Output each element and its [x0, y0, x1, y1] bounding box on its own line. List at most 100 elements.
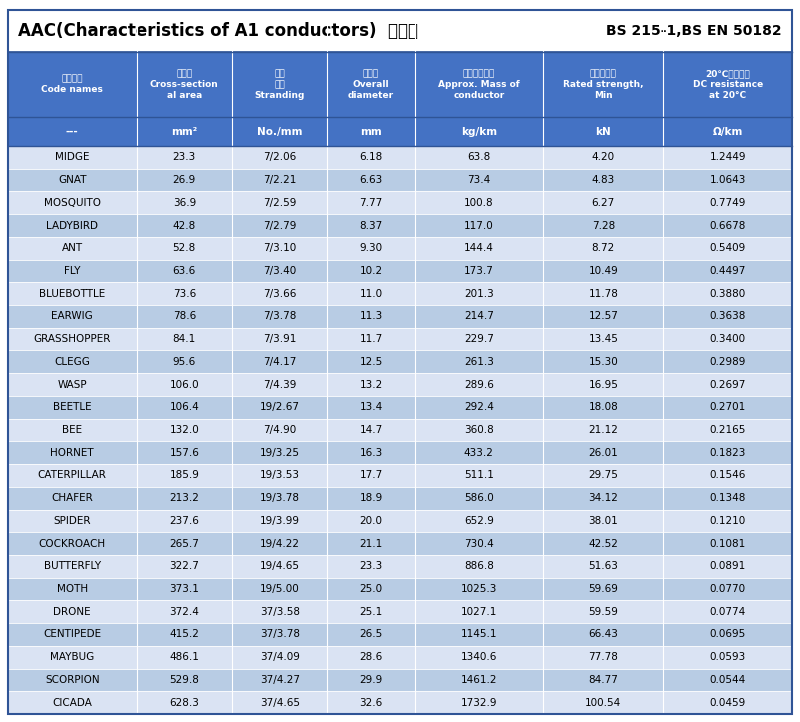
- Bar: [414, 691, 543, 714]
- Bar: [8, 555, 137, 578]
- Text: 0.2165: 0.2165: [710, 425, 746, 435]
- Bar: [543, 260, 663, 282]
- Bar: [232, 191, 327, 214]
- Bar: [543, 305, 663, 328]
- Bar: [232, 52, 327, 117]
- Bar: [327, 169, 414, 191]
- Text: GNAT: GNAT: [58, 175, 86, 185]
- Text: 1025.3: 1025.3: [461, 584, 497, 594]
- Text: 26.5: 26.5: [359, 630, 382, 640]
- Bar: [543, 623, 663, 646]
- Text: 0.1546: 0.1546: [710, 471, 746, 480]
- Bar: [137, 646, 232, 669]
- Text: kg/km: kg/km: [461, 126, 497, 136]
- Bar: [327, 487, 414, 510]
- Bar: [137, 441, 232, 464]
- Bar: [137, 419, 232, 441]
- Bar: [327, 146, 414, 169]
- Text: BLUEBOTTLE: BLUEBOTTLE: [39, 289, 106, 299]
- Bar: [327, 396, 414, 419]
- Bar: [543, 419, 663, 441]
- Bar: [327, 260, 414, 282]
- Bar: [414, 373, 543, 396]
- Text: 7.28: 7.28: [592, 220, 615, 230]
- Text: 52.8: 52.8: [173, 243, 196, 253]
- Text: 额定拉断力
Rated strength,
Min: 额定拉断力 Rated strength, Min: [563, 69, 643, 100]
- Text: 373.1: 373.1: [170, 584, 199, 594]
- Text: 15.30: 15.30: [588, 357, 618, 367]
- Text: 37/4.09: 37/4.09: [260, 652, 300, 662]
- Text: 106.0: 106.0: [170, 380, 199, 390]
- Text: 66.43: 66.43: [588, 630, 618, 640]
- Text: 132.0: 132.0: [170, 425, 199, 435]
- Text: 628.3: 628.3: [170, 697, 199, 708]
- Bar: [232, 510, 327, 532]
- Bar: [414, 555, 543, 578]
- Text: 16.3: 16.3: [359, 448, 382, 458]
- Bar: [8, 510, 137, 532]
- Text: 12.57: 12.57: [588, 311, 618, 321]
- Bar: [232, 214, 327, 237]
- Text: 0.0774: 0.0774: [710, 606, 746, 617]
- Text: 1461.2: 1461.2: [461, 675, 497, 685]
- Bar: [8, 441, 137, 464]
- Text: MAYBUG: MAYBUG: [50, 652, 94, 662]
- Bar: [663, 260, 792, 282]
- Text: 0.0459: 0.0459: [710, 697, 746, 708]
- Bar: [327, 578, 414, 601]
- Text: BEETLE: BEETLE: [53, 402, 92, 412]
- Bar: [327, 328, 414, 350]
- Text: 0.0544: 0.0544: [710, 675, 746, 685]
- Bar: [663, 419, 792, 441]
- Text: 21.1: 21.1: [359, 539, 382, 549]
- Text: 144.4: 144.4: [464, 243, 494, 253]
- Text: 编码名称
Code names: 编码名称 Code names: [42, 74, 103, 95]
- Bar: [414, 419, 543, 441]
- Bar: [414, 396, 543, 419]
- Text: 19/3.78: 19/3.78: [260, 493, 300, 503]
- Bar: [663, 146, 792, 169]
- Bar: [232, 396, 327, 419]
- Text: 19/5.00: 19/5.00: [260, 584, 299, 594]
- Text: 289.6: 289.6: [464, 380, 494, 390]
- Text: 综合
结构
Stranding: 综合 结构 Stranding: [254, 69, 305, 100]
- Bar: [232, 305, 327, 328]
- Text: SCORPION: SCORPION: [45, 675, 100, 685]
- Text: 0.2989: 0.2989: [710, 357, 746, 367]
- Text: 37/3.58: 37/3.58: [260, 606, 300, 617]
- Bar: [232, 578, 327, 601]
- Bar: [663, 305, 792, 328]
- Text: 19/2.67: 19/2.67: [260, 402, 300, 412]
- Text: DRONE: DRONE: [54, 606, 91, 617]
- Text: 360.8: 360.8: [464, 425, 494, 435]
- Text: 11.7: 11.7: [359, 334, 382, 344]
- Bar: [663, 441, 792, 464]
- Text: MOSQUITO: MOSQUITO: [44, 198, 101, 208]
- Text: 7/3.10: 7/3.10: [263, 243, 296, 253]
- Text: 73.4: 73.4: [467, 175, 490, 185]
- Bar: [663, 578, 792, 601]
- Text: 173.7: 173.7: [464, 266, 494, 276]
- Bar: [8, 691, 137, 714]
- Bar: [414, 487, 543, 510]
- Bar: [663, 691, 792, 714]
- Text: 185.9: 185.9: [170, 471, 199, 480]
- Bar: [8, 623, 137, 646]
- Bar: [232, 260, 327, 282]
- Bar: [543, 350, 663, 373]
- Text: 0.3880: 0.3880: [710, 289, 746, 299]
- Text: FLY: FLY: [64, 266, 81, 276]
- Text: 4.83: 4.83: [592, 175, 615, 185]
- Text: 11.78: 11.78: [588, 289, 618, 299]
- Text: 23.3: 23.3: [359, 561, 382, 571]
- Bar: [327, 464, 414, 487]
- Bar: [8, 282, 137, 305]
- Text: 截面积
Cross-section
al area: 截面积 Cross-section al area: [150, 69, 218, 100]
- Bar: [232, 532, 327, 555]
- Text: 37/4.27: 37/4.27: [260, 675, 300, 685]
- Text: 总外径
Overall
diameter: 总外径 Overall diameter: [348, 69, 394, 100]
- Bar: [327, 601, 414, 623]
- Bar: [137, 510, 232, 532]
- Bar: [663, 510, 792, 532]
- Text: CLEGG: CLEGG: [54, 357, 90, 367]
